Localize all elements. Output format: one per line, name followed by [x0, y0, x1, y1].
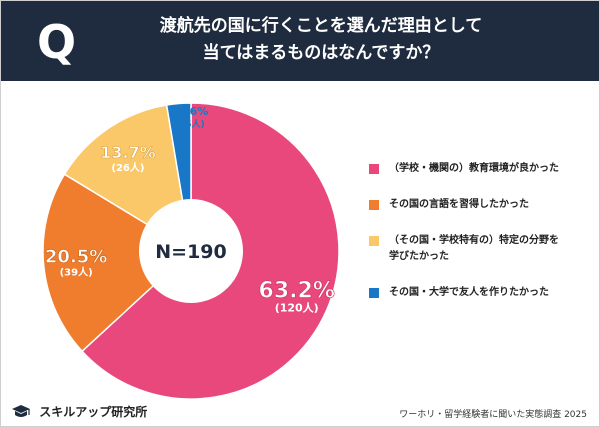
legend-label: （学校・機関の）教育環境が良かった	[389, 163, 559, 174]
legend-swatch	[369, 164, 379, 174]
question-title: 渡航先の国に行くことを選んだ理由として 当てはまるものはなんですか？	[111, 13, 531, 67]
legend-label: その国の言語を習得したかった	[389, 199, 529, 210]
brand-name: スキルアップ研究所	[39, 405, 148, 419]
graduation-cap-icon	[12, 404, 30, 417]
legend: （学校・機関の）教育環境が良かった その国の言語を習得したかった （その国・学校…	[369, 161, 594, 301]
slice-percent-label: 63.2%	[259, 278, 335, 303]
legend-swatch	[369, 200, 379, 210]
slice-percent-label: 2.6%	[178, 105, 209, 118]
q-mark: Q	[37, 15, 77, 69]
center-hole	[139, 199, 243, 303]
pie-slice	[42, 173, 193, 353]
slice-percent-label: 13.7%	[100, 143, 156, 162]
question-line-1: 渡航先の国に行くことを選んだ理由として	[159, 16, 483, 36]
slice-percent-label: 20.5%	[45, 246, 107, 267]
slice-count-label: (26人)	[111, 161, 144, 174]
question-header: Q 渡航先の国に行くことを選んだ理由として 当てはまるものはなんですか？	[1, 1, 599, 81]
legend-label-line-2: 学びたかった	[389, 251, 449, 262]
legend-item-language: その国の言語を習得したかった	[369, 197, 594, 213]
question-line-2: 当てはまるものはなんですか？	[202, 43, 440, 63]
center-label: N=190	[155, 241, 226, 263]
legend-swatch	[369, 236, 379, 246]
legend-item-education: （学校・機関の）教育環境が良かった	[369, 161, 594, 177]
legend-label: その国・大学で友人を作りたかった	[389, 287, 549, 298]
legend-item-friends: その国・大学で友人を作りたかった	[369, 285, 594, 301]
slice-count-label: (39人)	[60, 265, 93, 278]
slice-count-label: (120人)	[275, 300, 319, 314]
legend-item-field: （その国・学校特有の）特定の分野を 学びたかった	[369, 233, 594, 265]
slice-labels: 63.2%(120人) 20.5%(39人) 13.7%(26人) 2.6%(5人)	[45, 105, 336, 314]
legend-label-line-1: （その国・学校特有の）特定の分野を	[389, 235, 559, 246]
brand-logo: スキルアップ研究所	[11, 403, 147, 421]
legend-swatch	[369, 288, 379, 298]
survey-note: ワーホリ・留学経験者に聞いた実態調査 2025	[399, 410, 587, 420]
pie-chart: N=190 63.2%(120人) 20.5%(39人) 13.7%(26人) 2.6…	[42, 102, 340, 400]
slice-count-label: (5人)	[181, 118, 205, 130]
